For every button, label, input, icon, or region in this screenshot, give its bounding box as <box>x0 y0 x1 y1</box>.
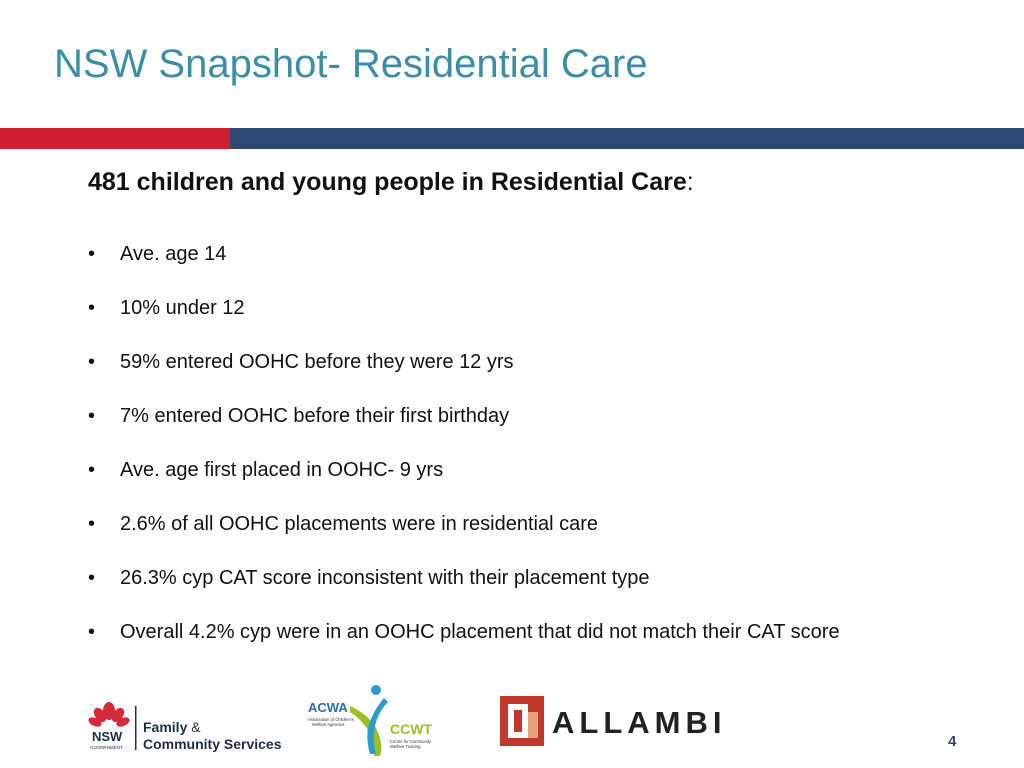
bullet-item: • Overall 4.2% cyp were in an OOHC placem… <box>88 618 908 646</box>
bullet-dot: • <box>88 567 96 589</box>
slide-title: NSW Snapshot- Residential Care <box>54 42 648 86</box>
nsw-wordmark: NSW <box>92 729 123 744</box>
allambi-wordmark: ALLAMBI <box>552 705 726 740</box>
bullet-item: • 7% entered OOHC before their first birt… <box>88 402 908 430</box>
ccwt-figure-icon <box>350 685 388 756</box>
bullet-item: • Ave. age 14 <box>88 240 908 268</box>
fcs-line1: Family & <box>143 719 201 735</box>
bullet-item: • 2.6% of all OOHC placements were in res… <box>88 510 908 538</box>
fcs-line2: Community Services <box>143 736 282 752</box>
acwa-ccwt-logo: ACWA Association of Children's Welfare A… <box>308 685 432 756</box>
page-number: 4 <box>948 733 957 750</box>
ccwt-sub2: Welfare Training <box>390 744 421 749</box>
bullet-dot: • <box>88 405 96 427</box>
allambi-logo: ALLAMBI <box>500 696 726 746</box>
header-band-red <box>0 128 230 149</box>
bullet-text: Ave. age first placed in OOHC- 9 yrs <box>120 459 444 481</box>
bullet-dot: • <box>88 621 96 643</box>
bullet-text: Ave. age 14 <box>120 243 227 265</box>
bullet-text: 26.3% cyp CAT score inconsistent with th… <box>120 567 650 589</box>
bullet-list: • Ave. age 14 • 10% under 12 • 59% entered … <box>88 240 908 672</box>
bullet-dot: • <box>88 513 96 535</box>
bullet-text: 7% entered OOHC before their first birth… <box>120 405 510 427</box>
logo-strip: NSW GOVERNMENT Family & Community Servic… <box>0 680 1024 760</box>
fcs-ampersand: & <box>191 719 201 735</box>
slide-heading: 481 children and young people in Residen… <box>88 168 694 197</box>
bullet-item: • 26.3% cyp CAT score inconsistent with t… <box>88 564 908 592</box>
heading-colon: : <box>686 168 694 196</box>
bullet-dot: • <box>88 459 96 481</box>
header-band-blue <box>230 128 1024 149</box>
bullet-dot: • <box>88 243 96 265</box>
waratah-icon <box>88 702 130 727</box>
bullet-item: • 10% under 12 <box>88 294 908 322</box>
bullet-item: • Ave. age first placed in OOHC- 9 yrs <box>88 456 908 484</box>
fcs-family-text: Family <box>143 719 188 735</box>
allambi-mark-icon <box>500 696 544 746</box>
nsw-government-text: GOVERNMENT <box>90 745 123 750</box>
bullet-dot: • <box>88 297 96 319</box>
bullet-text: 10% under 12 <box>120 297 245 319</box>
acwa-wordmark: ACWA <box>308 700 348 715</box>
bullet-text: 2.6% of all OOHC placements were in resi… <box>120 513 598 535</box>
acwa-sub2: Welfare Agencies <box>312 722 345 727</box>
ccwt-wordmark: CCWT <box>390 721 432 737</box>
bullet-dot: • <box>88 351 96 373</box>
acwa-sub1: Association of Children's <box>308 717 354 722</box>
bullet-text: Overall 4.2% cyp were in an OOHC placeme… <box>120 621 840 643</box>
bullet-text: 59% entered OOHC before they were 12 yrs <box>120 351 514 373</box>
ccwt-sub1: Centre for Community <box>390 739 432 744</box>
nsw-fcs-logo: NSW GOVERNMENT Family & Community Servic… <box>88 702 282 752</box>
bullet-item: • 59% entered OOHC before they were 12 yr… <box>88 348 908 376</box>
heading-text: 481 children and young people in Residen… <box>88 168 687 196</box>
